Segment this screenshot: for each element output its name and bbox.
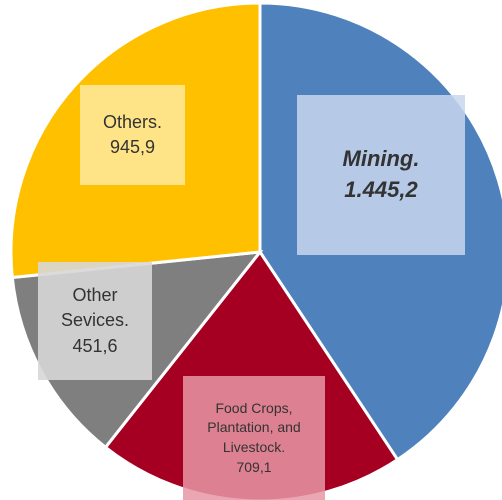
slice-value: 709,1 xyxy=(236,458,272,475)
slice-value: 945,9 xyxy=(109,137,156,157)
slice-name: Others. xyxy=(102,111,163,132)
data-label: Food Crops, Plantation, and Livestock. 70… xyxy=(183,376,325,500)
slice-name: Food Crops, Plantation, and Livestock. xyxy=(207,399,301,455)
data-label: Others. 945,9 xyxy=(80,85,185,185)
slice-value: 1.445,2 xyxy=(344,177,418,202)
slice-value: 451,6 xyxy=(72,335,118,356)
data-label: Other Sevices. 451,6 xyxy=(38,262,152,380)
slice-name: Other Sevices. xyxy=(60,285,130,331)
slice-name: Mining. xyxy=(342,146,420,172)
data-label: Mining. 1.445,2 xyxy=(297,95,465,255)
